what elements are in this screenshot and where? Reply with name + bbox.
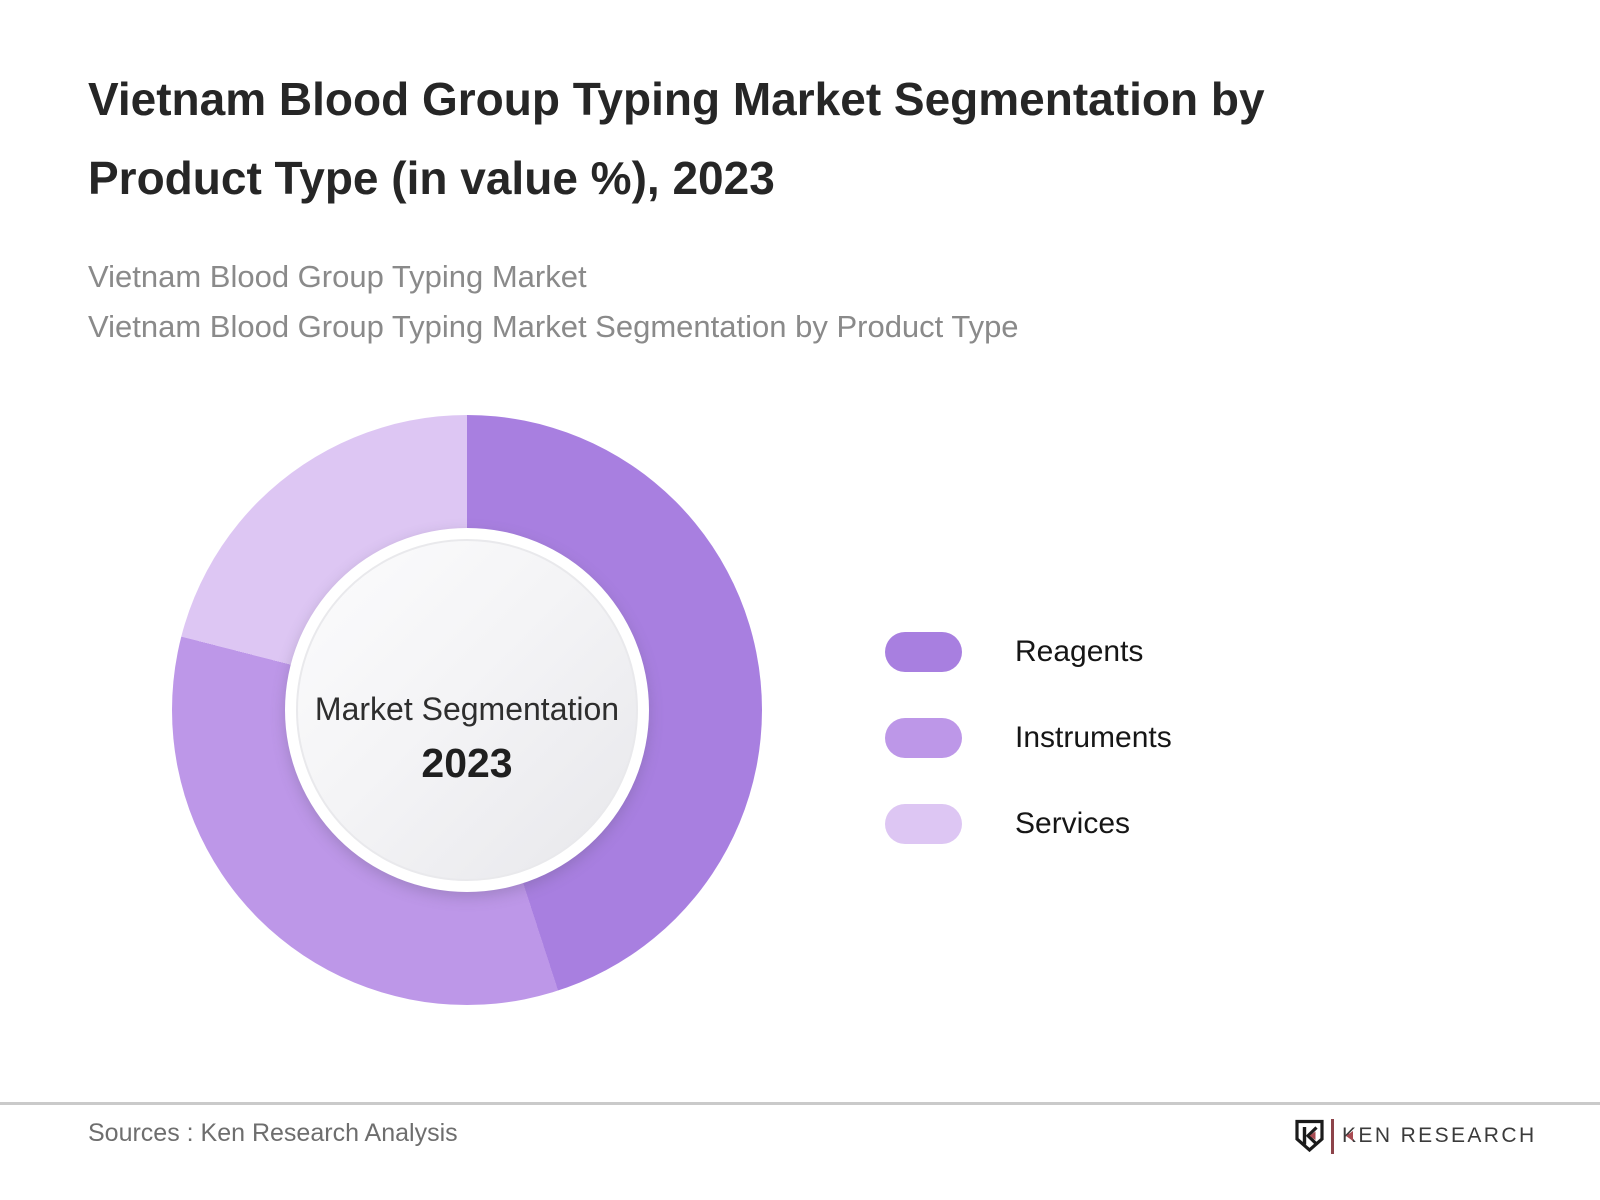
logo-divider-bar [1331,1118,1334,1154]
donut-chart: Market Segmentation 2023 [172,415,762,1005]
source-attribution: Sources : Ken Research Analysis [88,1119,458,1147]
ken-research-logo: KEN RESEARCH [1294,1112,1537,1160]
legend-item-instruments: Instruments [885,718,1172,758]
page-subtitle: Vietnam Blood Group Typing Market Vietna… [88,252,1488,352]
legend-swatch-instruments [885,718,962,758]
page-subtitle-line1: Vietnam Blood Group Typing Market [88,259,587,294]
donut-hole: Market Segmentation 2023 [296,539,638,881]
legend-item-reagents: Reagents [885,632,1172,672]
legend-label-instruments: Instruments [1015,721,1172,754]
chart-center-year: 2023 [421,740,513,786]
footer-divider [0,1102,1600,1105]
legend-swatch-services [885,804,962,844]
chart-center-label: Market Segmentation [314,691,620,727]
chart-legend: Reagents Instruments Services [885,632,1172,890]
shield-k-icon [1295,1119,1324,1153]
page-subtitle-line2: Vietnam Blood Group Typing Market Segmen… [88,309,1019,344]
page-title-line2: Product Type (in value %), 2023 [88,152,775,204]
donut-center-text: Market Segmentation 2023 [315,690,619,786]
logo-k-red-triangle-icon [1346,1131,1353,1141]
logo-wordmark: KEN RESEARCH [1341,1124,1537,1148]
logo-wordmark-text: KEN RESEARCH [1342,1124,1537,1147]
page-title: Vietnam Blood Group Typing Market Segmen… [88,60,1488,218]
legend-item-services: Services [885,804,1172,844]
page-title-line1: Vietnam Blood Group Typing Market Segmen… [88,73,1265,125]
legend-swatch-reagents [885,632,962,672]
legend-label-services: Services [1015,807,1131,840]
legend-label-reagents: Reagents [1015,635,1144,668]
